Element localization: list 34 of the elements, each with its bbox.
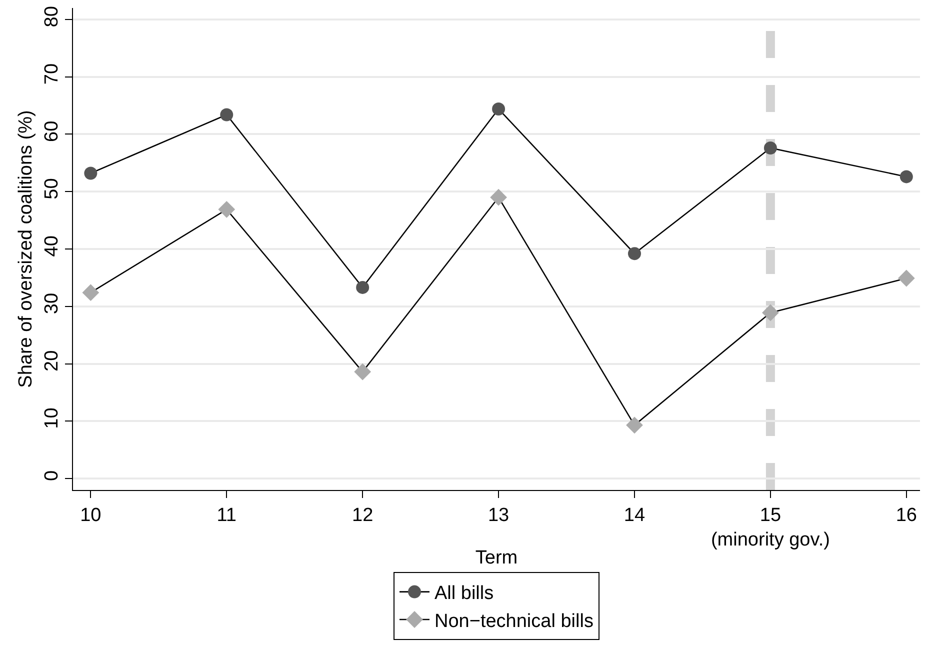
x-tick-label: 15 (minority gov.) <box>710 504 830 550</box>
point <box>492 102 506 116</box>
x-tick-label: 13 <box>488 504 510 526</box>
y-tick-label: 40 <box>41 236 62 257</box>
point <box>490 188 507 206</box>
y-tick-label: 10 <box>41 408 62 429</box>
y-tick-label: 60 <box>41 120 62 142</box>
legend-label: All bills <box>434 583 494 604</box>
point <box>900 170 913 184</box>
x-tick-label: 10 <box>80 504 102 526</box>
point <box>354 363 372 380</box>
y-tick-label: 30 <box>41 292 62 314</box>
point <box>762 304 779 322</box>
point <box>626 416 643 434</box>
point <box>218 200 236 218</box>
point <box>356 280 370 294</box>
point <box>220 108 234 122</box>
point <box>898 270 915 287</box>
x-tick-label: 16 <box>896 504 917 526</box>
point <box>628 247 641 260</box>
legend-label: Non−technical bills <box>434 610 594 632</box>
point <box>82 284 100 302</box>
y-tick-label: 80 <box>41 6 62 28</box>
y-tick-label: 0 <box>41 470 62 481</box>
x-tick-label: 14 <box>624 504 646 526</box>
x-axis-title: Term <box>475 547 518 568</box>
x-tick-label: 12 <box>352 504 374 526</box>
y-tick-label: 70 <box>41 63 62 85</box>
y-tick-label: 20 <box>41 350 62 372</box>
point <box>764 142 777 155</box>
y-axis-title: Share of oversized coalitions (%) <box>15 110 36 388</box>
y-tick-label: 50 <box>41 178 62 200</box>
point <box>84 166 98 180</box>
x-tick-label: 11 <box>216 504 236 526</box>
